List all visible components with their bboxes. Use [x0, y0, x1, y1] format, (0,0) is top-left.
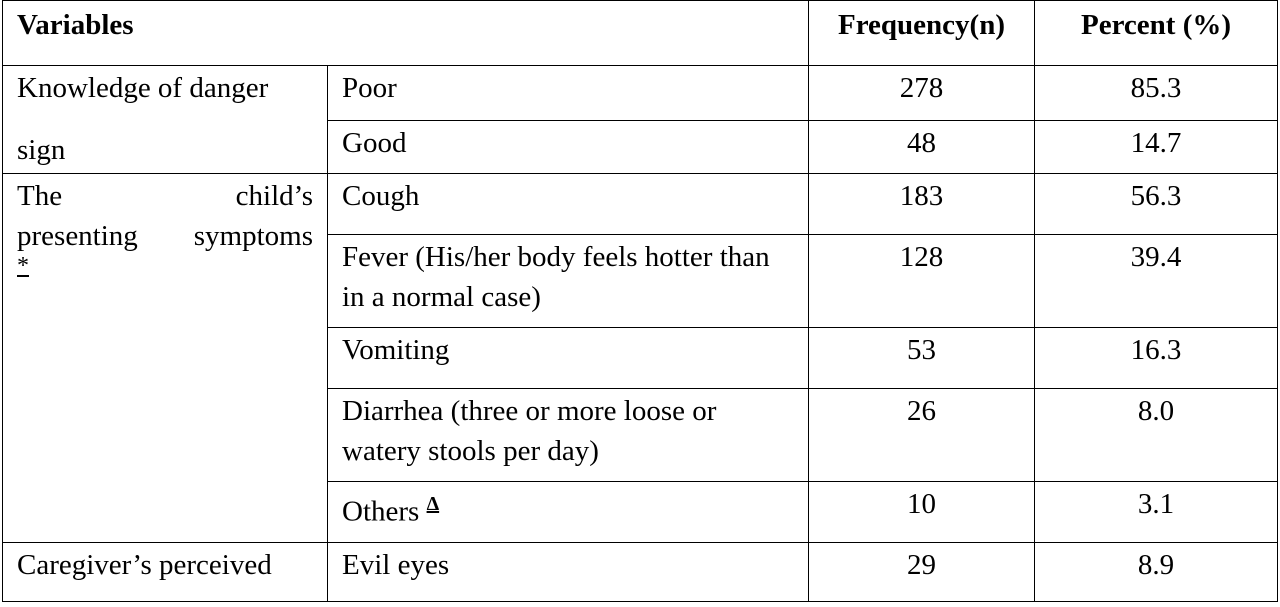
row-label: Cough [327, 173, 809, 235]
table-row: The child’s presenting symptoms * Cough … [2, 173, 1278, 543]
group-perceived: Caregiver’s perceived [2, 542, 328, 602]
row-percent: 16.3 [1034, 327, 1278, 389]
group-knowledge: Knowledge of danger sign [2, 65, 328, 174]
row-frequency: 278 [808, 65, 1035, 121]
row-label: Vomiting [327, 327, 809, 389]
row-label: Good [327, 120, 809, 174]
row-percent: 8.0 [1034, 388, 1278, 482]
row-label: Evil eyes [327, 542, 809, 602]
header-variables: Variables [2, 0, 809, 66]
row-frequency: 48 [808, 120, 1035, 174]
row-label: Diarrhea (three or more loose or watery … [327, 388, 809, 482]
row-frequency: 26 [808, 388, 1035, 482]
row-frequency: 53 [808, 327, 1035, 389]
group-symptoms-word3: presenting [17, 220, 138, 252]
group-symptoms-word2: child’s [235, 180, 313, 212]
table-row: Caregiver’s perceived Evil eyes 29 8.9 [2, 542, 1278, 602]
row-label-others: Others Δ [327, 481, 809, 543]
header-percent: Percent (%) [1034, 0, 1278, 66]
row-label: Others [342, 495, 420, 528]
row-percent: 39.4 [1034, 234, 1278, 328]
footnote-mark-delta: Δ [426, 493, 440, 515]
row-label: Fever (His/her body feels hotter than in… [327, 234, 809, 328]
header-frequency: Frequency(n) [808, 0, 1035, 66]
group-symptoms-line1: The child’s [17, 176, 313, 216]
footnote-mark-asterisk: * [17, 253, 29, 279]
row-frequency: 29 [808, 542, 1035, 602]
table-row: Good 48 14.7 [3, 120, 1278, 174]
header-row: Variables Frequency(n) Percent (%) [2, 0, 1278, 66]
row-frequency: 183 [808, 173, 1035, 235]
row-frequency: 10 [808, 481, 1035, 543]
row-percent: 14.7 [1034, 120, 1278, 174]
row-percent: 3.1 [1034, 481, 1278, 543]
group-symptoms-word1: The [17, 180, 63, 212]
row-percent: 8.9 [1034, 542, 1278, 602]
table-row: Knowledge of danger sign Poor 278 85.3 [2, 65, 1278, 174]
group-symptoms-word4: symptoms [193, 220, 313, 252]
row-percent: 85.3 [1034, 65, 1278, 121]
group-symptoms: The child’s presenting symptoms * [2, 173, 328, 543]
group-knowledge-line2: sign [17, 134, 66, 166]
group-symptoms-line2: presenting symptoms [17, 216, 313, 256]
row-label: Poor [327, 65, 809, 121]
table-row: Diarrhea (three or more loose or watery … [3, 388, 1278, 482]
row-percent: 56.3 [1034, 173, 1278, 235]
group-knowledge-line1: Knowledge of danger [17, 72, 269, 104]
row-frequency: 128 [808, 234, 1035, 328]
table-row: Vomiting 53 16.3 [3, 327, 1278, 389]
